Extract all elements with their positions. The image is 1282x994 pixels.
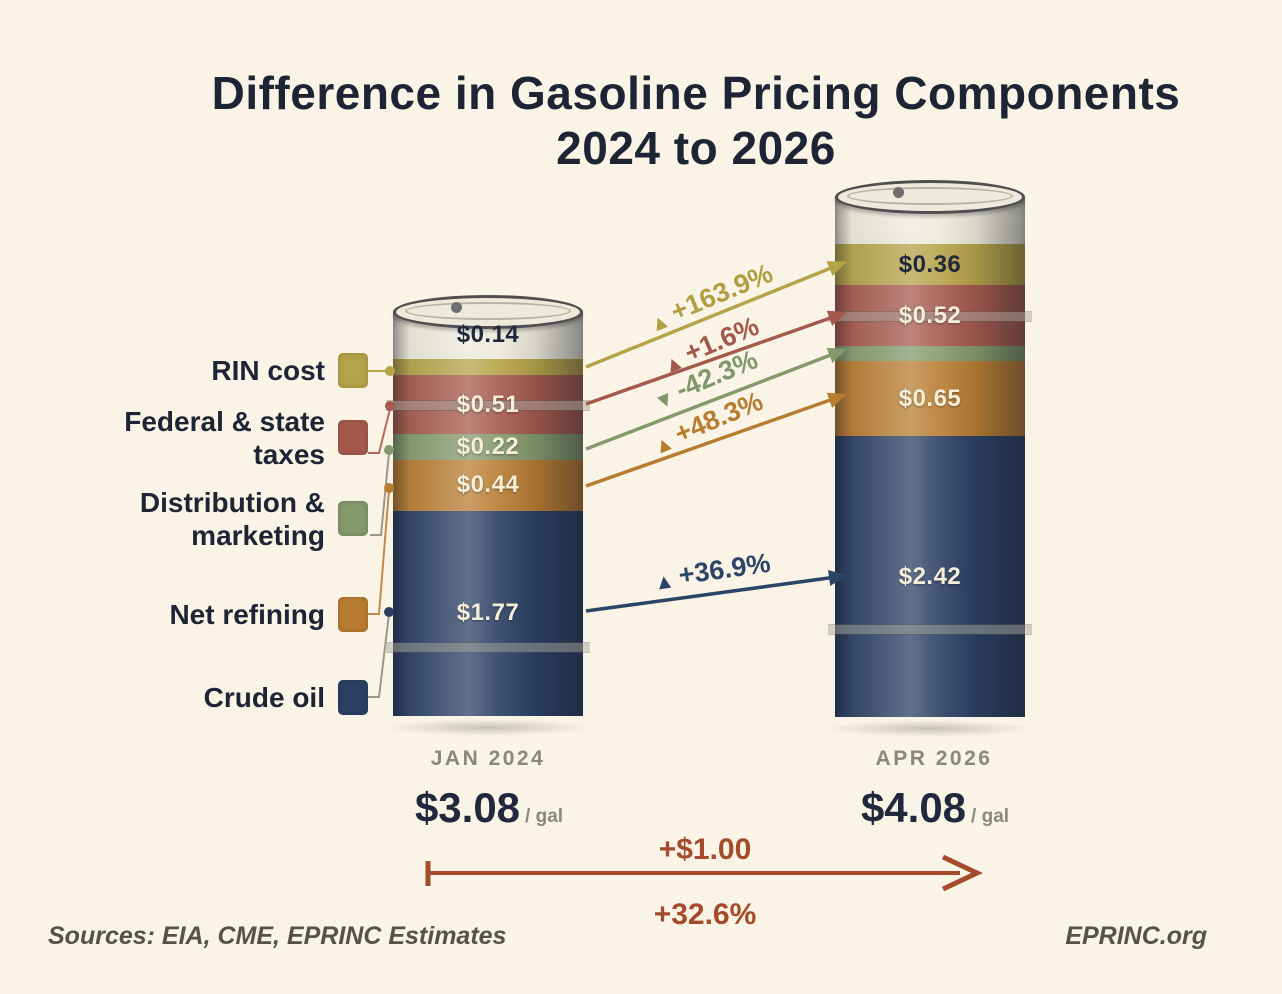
legend-label: Distribution & marketing xyxy=(139,486,325,551)
barrel-lid xyxy=(835,179,1025,214)
legend-label: RIN cost xyxy=(211,355,325,386)
segment-value-label: $0.36 xyxy=(898,250,962,278)
legend-item-crude-oil: Crude oil xyxy=(40,680,368,715)
barrel-segment-crude-oil xyxy=(835,436,1025,717)
segment-value-label: $0.44 xyxy=(456,471,520,499)
barrel-bung-cap xyxy=(893,186,905,198)
barrel-segment-distribution-marketing xyxy=(393,434,583,460)
barrel-segment-rin-cost xyxy=(835,243,1025,286)
total-price-jan-2024: $3.08/ gal xyxy=(415,784,563,832)
change-value: +36.9% xyxy=(676,547,773,591)
barrel-segment-crude-oil xyxy=(393,510,583,716)
barrel-bung-cap xyxy=(451,301,463,313)
total-unit: / gal xyxy=(971,806,1010,827)
segment-value-label: $1.77 xyxy=(456,599,520,627)
legend-swatch-rin-cost xyxy=(338,353,368,388)
segment-value-label: $0.52 xyxy=(898,301,962,329)
eprinc-site-label: EPRINC.org xyxy=(1065,922,1207,950)
barrel-rib xyxy=(828,312,1032,322)
barrel-lid-ring xyxy=(405,301,571,320)
category-label-jan-2024: JAN 2024 xyxy=(430,747,546,770)
barrel-rib xyxy=(828,624,1032,634)
total-unit: / gal xyxy=(525,806,564,827)
segment-value-label: $0.65 xyxy=(898,384,962,412)
total-price-apr-2026: $4.08/ gal xyxy=(861,784,1009,832)
barrel-segment-net-refining xyxy=(393,459,583,511)
legend-swatch-crude-oil xyxy=(338,680,368,715)
barrel-ground-shadow xyxy=(825,720,1035,737)
category-label-apr-2026: APR 2026 xyxy=(875,747,993,770)
barrel-segment-distribution-marketing xyxy=(835,345,1025,361)
legend-item-rin-cost: RIN cost xyxy=(40,353,368,388)
barrel-segment-net-refining xyxy=(835,360,1025,437)
barrel-rib xyxy=(386,400,590,410)
down-triangle-icon: ▼ xyxy=(655,388,674,411)
legend-item-net-refining: Net refining xyxy=(40,597,368,632)
segment-value-label: $0.14 xyxy=(456,320,520,348)
sources-note: Sources: EIA, CME, EPRINC Estimates xyxy=(48,922,507,950)
total-value: $4.08 xyxy=(860,784,967,831)
title-line-1: Difference in Gasoline Pricing Component… xyxy=(211,67,1181,119)
legend-swatch-net-refining xyxy=(338,597,368,632)
barrel-lid-ring xyxy=(847,186,1013,205)
segment-value-label: $2.42 xyxy=(898,562,962,590)
legend-label: Crude oil xyxy=(203,682,325,713)
total-value: $3.08 xyxy=(414,784,521,831)
legend-swatch-federal-state-taxes xyxy=(338,420,368,455)
up-triangle-icon: ▲ xyxy=(663,352,683,375)
barrel-rib xyxy=(386,643,590,653)
page-title: Difference in Gasoline Pricing Component… xyxy=(120,66,1272,176)
barrel-ground-shadow xyxy=(383,719,593,736)
segment-value-label: $0.51 xyxy=(456,390,520,418)
legend-label: Federal & state taxes xyxy=(124,405,325,470)
title-line-2: 2024 to 2026 xyxy=(556,122,836,174)
segment-value-label: $0.22 xyxy=(456,432,520,460)
up-triangle-icon: ▲ xyxy=(654,433,673,456)
total-change-percent: +32.6% xyxy=(653,898,757,931)
change-value: +163.9% xyxy=(666,258,777,327)
legend-label: Net refining xyxy=(169,599,325,630)
change-label-rin-cost: ▲+163.9% xyxy=(647,258,778,336)
barrel-lid xyxy=(393,294,583,329)
barrel-jan-2024 xyxy=(393,311,583,716)
up-triangle-icon: ▲ xyxy=(650,310,669,334)
change-label-crude-oil: ▲ +36.9% xyxy=(656,548,773,595)
total-change-amount: +$1.00 xyxy=(658,833,752,866)
legend-swatch-distribution-marketing xyxy=(338,501,368,536)
legend-item-federal-state-taxes: Federal & state taxes xyxy=(40,406,368,470)
up-triangle-icon: ▲ xyxy=(656,570,672,592)
barrel-segment-rin-cost xyxy=(393,358,583,375)
legend-item-distribution-marketing: Distribution & marketing xyxy=(40,487,368,551)
